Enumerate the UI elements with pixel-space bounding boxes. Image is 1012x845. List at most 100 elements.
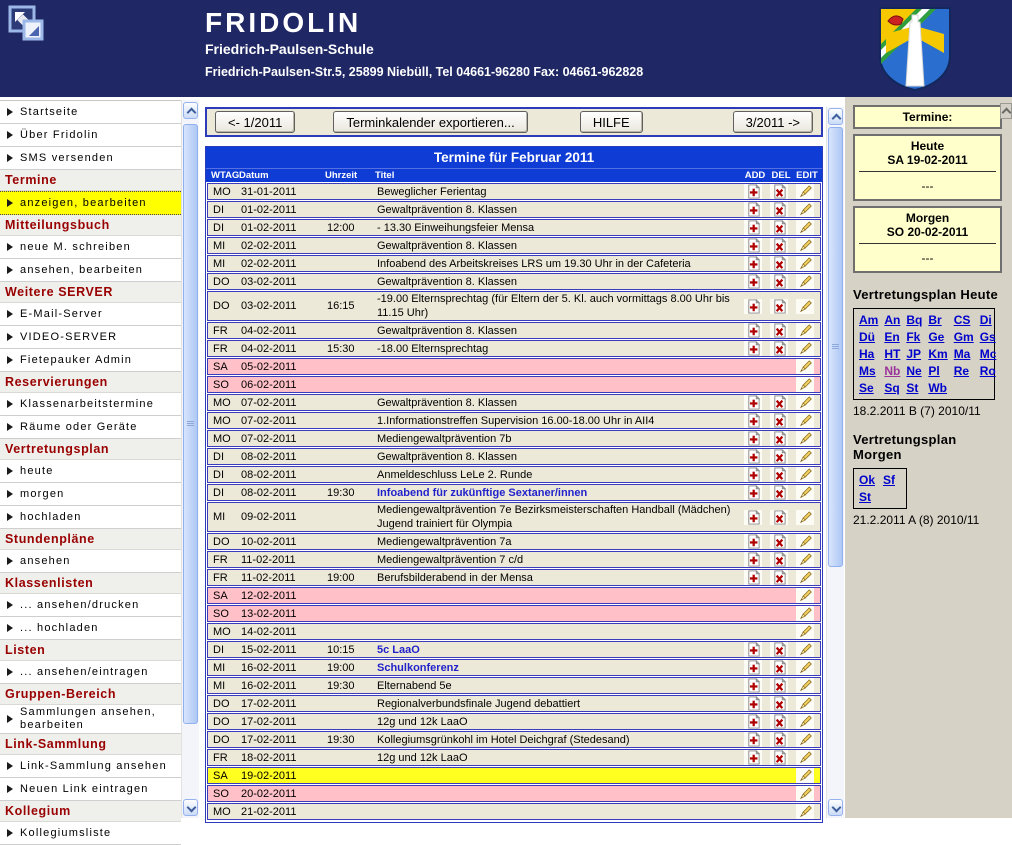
delete-entry-icon[interactable]: [770, 322, 788, 338]
add-entry-icon[interactable]: [744, 322, 762, 338]
delete-entry-icon[interactable]: [770, 219, 788, 235]
teacher-link[interactable]: Fk: [906, 330, 921, 344]
add-entry-icon[interactable]: [744, 569, 762, 585]
add-entry-icon[interactable]: [744, 273, 762, 289]
add-entry-icon[interactable]: [744, 695, 762, 711]
teacher-link[interactable]: Ok: [859, 473, 876, 487]
title-cell[interactable]: Mediengewaltprävention 7b: [377, 432, 512, 445]
delete-entry-icon[interactable]: [770, 430, 788, 446]
title-cell[interactable]: 12g und 12k LaaO: [377, 715, 468, 728]
scroll-thumb[interactable]: [828, 127, 843, 567]
teacher-link[interactable]: Nb: [884, 364, 901, 378]
edit-entry-icon[interactable]: [796, 696, 814, 711]
sidebar-item[interactable]: Sammlungen ansehen, bearbeiten: [0, 705, 181, 734]
title-cell[interactable]: Beweglicher Ferientag: [377, 185, 487, 198]
sidebar-item[interactable]: ansehen, bearbeiten: [0, 259, 181, 282]
teacher-link[interactable]: JP: [906, 347, 922, 361]
add-entry-icon[interactable]: [744, 201, 762, 217]
edit-entry-icon[interactable]: [796, 786, 814, 801]
title-cell[interactable]: Infoabend für zukünftige Sextaner/innen: [377, 486, 588, 499]
teacher-link[interactable]: HT: [884, 347, 901, 361]
title-cell[interactable]: Elternabend 5e: [377, 679, 452, 692]
title-cell[interactable]: Gewaltprävention 8. Klassen: [377, 239, 518, 252]
delete-entry-icon[interactable]: [770, 695, 788, 711]
teacher-link[interactable]: Pl: [928, 364, 940, 378]
delete-entry-icon[interactable]: [770, 298, 788, 314]
add-entry-icon[interactable]: [744, 298, 762, 314]
add-entry-icon[interactable]: [744, 509, 762, 525]
teacher-link[interactable]: Ms: [859, 364, 876, 378]
title-cell[interactable]: Kollegiumsgrünkohl im Hotel Deichgraf (S…: [377, 733, 630, 746]
teacher-link[interactable]: Br: [928, 313, 942, 327]
delete-entry-icon[interactable]: [770, 641, 788, 657]
edit-entry-icon[interactable]: [796, 449, 814, 464]
sidebar-item[interactable]: Kollegium: [0, 801, 181, 822]
add-entry-icon[interactable]: [744, 484, 762, 500]
edit-entry-icon[interactable]: [796, 750, 814, 765]
sidebar-item[interactable]: hochladen: [0, 506, 181, 529]
edit-entry-icon[interactable]: [796, 413, 814, 428]
teacher-link[interactable]: Ne: [906, 364, 922, 378]
delete-entry-icon[interactable]: [770, 659, 788, 675]
delete-entry-icon[interactable]: [770, 509, 788, 525]
teacher-link[interactable]: Ma: [953, 347, 971, 361]
sidebar-item[interactable]: Stundenpläne: [0, 529, 181, 550]
sidebar-item[interactable]: E-Mail-Server: [0, 303, 181, 326]
export-calendar-button[interactable]: Terminkalender exportieren...: [333, 111, 528, 133]
title-cell[interactable]: Gewaltprävention 8. Klassen: [377, 396, 518, 409]
teacher-link[interactable]: Di: [979, 313, 992, 327]
sidebar-item[interactable]: heute: [0, 460, 181, 483]
edit-entry-icon[interactable]: [796, 642, 814, 657]
delete-entry-icon[interactable]: [770, 237, 788, 253]
sidebar-item[interactable]: Klassenarbeitstermine: [0, 393, 181, 416]
title-cell[interactable]: Gewaltprävention 8. Klassen: [377, 275, 518, 288]
delete-entry-icon[interactable]: [770, 749, 788, 765]
title-cell[interactable]: Regionalverbundsfinale Jugend debattiert: [377, 697, 581, 710]
delete-entry-icon[interactable]: [770, 448, 788, 464]
teacher-link[interactable]: Gm: [953, 330, 974, 344]
delete-entry-icon[interactable]: [770, 677, 788, 693]
teacher-link[interactable]: St: [859, 490, 871, 504]
sidebar-item[interactable]: Startseite: [0, 101, 181, 124]
edit-entry-icon[interactable]: [796, 588, 814, 603]
title-cell[interactable]: Gewaltprävention 8. Klassen: [377, 203, 518, 216]
sidebar-item[interactable]: Mitteilungsbuch: [0, 215, 181, 236]
scroll-down-button[interactable]: [183, 799, 198, 816]
teacher-link[interactable]: Gs: [979, 330, 996, 344]
delete-entry-icon[interactable]: [770, 273, 788, 289]
delete-entry-icon[interactable]: [770, 412, 788, 428]
title-cell[interactable]: Berufsbilderabend in der Mensa: [377, 571, 533, 584]
sidebar-item[interactable]: Fietepauker Admin: [0, 349, 181, 372]
teacher-link[interactable]: Ha: [859, 347, 875, 361]
teacher-link[interactable]: Km: [928, 347, 948, 361]
edit-entry-icon[interactable]: [796, 714, 814, 729]
teacher-link[interactable]: Re: [953, 364, 970, 378]
sidebar-item[interactable]: Neuen Link eintragen: [0, 778, 181, 801]
delete-entry-icon[interactable]: [770, 255, 788, 271]
sidebar-item[interactable]: ... hochladen: [0, 617, 181, 640]
edit-entry-icon[interactable]: [796, 202, 814, 217]
teacher-link[interactable]: Mc: [979, 347, 997, 361]
sidebar-item[interactable]: Link-Sammlung: [0, 734, 181, 755]
edit-entry-icon[interactable]: [796, 570, 814, 585]
teacher-link[interactable]: Se: [859, 381, 874, 395]
sidebar-item[interactable]: Listen: [0, 640, 181, 661]
sidebar-item[interactable]: anzeigen, bearbeiten: [0, 191, 181, 215]
edit-entry-icon[interactable]: [796, 485, 814, 500]
sidebar-item[interactable]: Über Fridolin: [0, 124, 181, 147]
edit-entry-icon[interactable]: [796, 467, 814, 482]
title-cell[interactable]: - 13.30 Einweihungsfeier Mensa: [377, 221, 535, 234]
edit-entry-icon[interactable]: [796, 395, 814, 410]
title-cell[interactable]: 1.Informationstreffen Supervision 16.00-…: [377, 414, 655, 427]
prev-month-button[interactable]: <- 1/2011: [215, 111, 296, 133]
sidebar-item[interactable]: ... ansehen/drucken: [0, 594, 181, 617]
title-cell[interactable]: -19.00 Elternsprechtag (für Eltern der 5…: [377, 293, 730, 319]
edit-entry-icon[interactable]: [796, 341, 814, 356]
teacher-link[interactable]: Am: [859, 313, 879, 327]
sidebar-item[interactable]: VIDEO-SERVER: [0, 326, 181, 349]
scroll-thumb[interactable]: [183, 124, 198, 724]
add-entry-icon[interactable]: [744, 749, 762, 765]
sidebar-item[interactable]: ... ansehen/eintragen: [0, 661, 181, 684]
teacher-link[interactable]: Wb: [928, 381, 947, 395]
edit-entry-icon[interactable]: [796, 732, 814, 747]
